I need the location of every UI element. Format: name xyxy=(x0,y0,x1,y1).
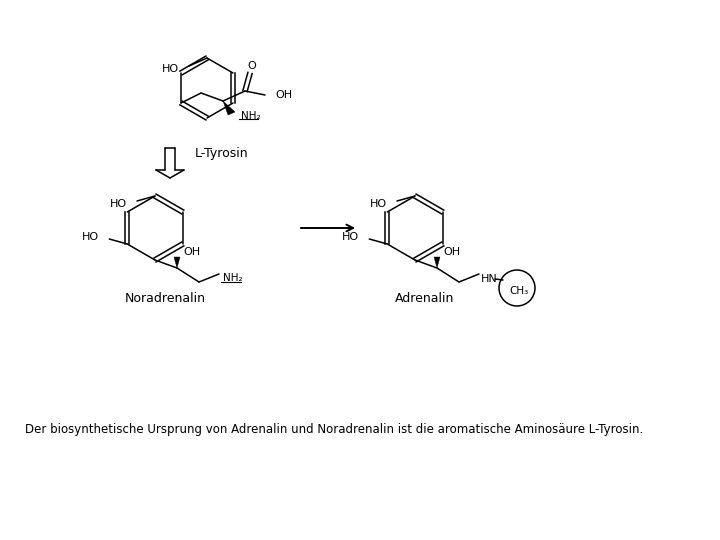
Text: OH: OH xyxy=(275,90,292,100)
Text: O: O xyxy=(248,61,256,71)
Text: HN: HN xyxy=(481,274,498,284)
Text: HO: HO xyxy=(342,232,359,242)
Text: Der biosynthetische Ursprung von Adrenalin und Noradrenalin ist die aromatische : Der biosynthetische Ursprung von Adrenal… xyxy=(25,423,643,436)
Text: HO: HO xyxy=(110,199,127,209)
Text: HO: HO xyxy=(370,199,387,209)
Text: NH₂: NH₂ xyxy=(241,111,261,121)
Text: NH₂: NH₂ xyxy=(223,273,243,283)
Text: CH₃: CH₃ xyxy=(509,286,528,296)
Polygon shape xyxy=(223,101,235,115)
Text: OH: OH xyxy=(183,247,200,257)
Text: HO: HO xyxy=(82,232,99,242)
Polygon shape xyxy=(434,257,440,268)
Polygon shape xyxy=(174,257,180,268)
Text: Adrenalin: Adrenalin xyxy=(395,292,455,305)
Text: HO: HO xyxy=(162,64,179,74)
Text: L-Tyrosin: L-Tyrosin xyxy=(195,146,249,159)
Text: OH: OH xyxy=(443,247,460,257)
Text: Noradrenalin: Noradrenalin xyxy=(125,292,205,305)
